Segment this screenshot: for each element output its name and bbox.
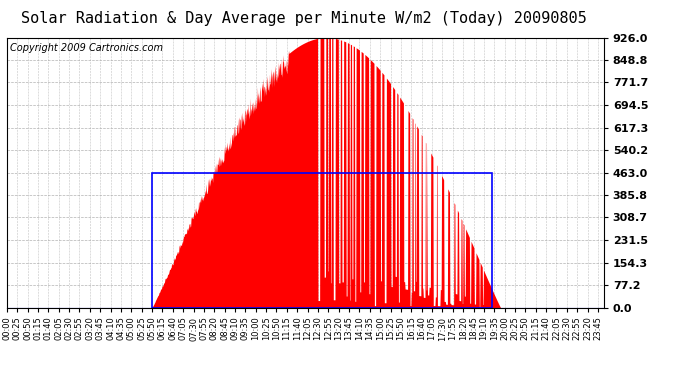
Text: Solar Radiation & Day Average per Minute W/m2 (Today) 20090805: Solar Radiation & Day Average per Minute… [21,11,586,26]
Text: Copyright 2009 Cartronics.com: Copyright 2009 Cartronics.com [10,43,163,53]
